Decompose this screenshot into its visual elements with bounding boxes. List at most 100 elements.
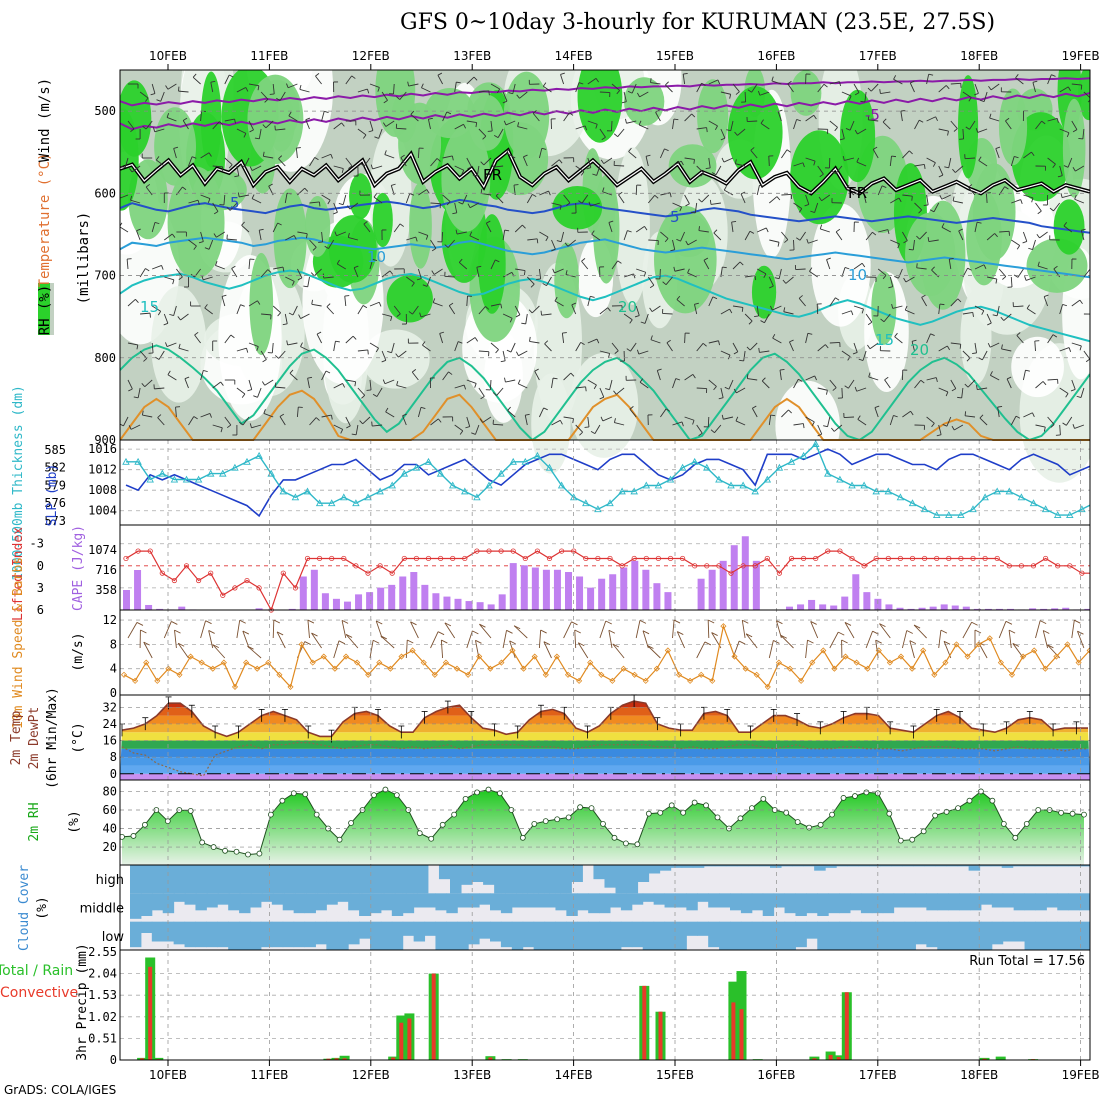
thickness-marker — [787, 457, 796, 465]
cloud-middle-cell — [937, 893, 949, 911]
wind-barb — [708, 120, 718, 127]
wind-barb-feather — [410, 110, 415, 115]
wind-barb — [560, 231, 565, 242]
cloud-middle-cell — [664, 893, 676, 908]
pressure-tick-label: 500 — [94, 104, 116, 118]
wind-barb-feather — [788, 409, 792, 414]
wind-barb-feather — [834, 127, 838, 132]
wind-barb — [587, 78, 597, 85]
cloud-high-cell — [858, 865, 870, 867]
wind-barb-feather — [595, 78, 599, 83]
lifted-index-marker — [619, 563, 625, 569]
wind-barb — [192, 76, 201, 85]
wind-barb-feather — [676, 238, 681, 242]
wind-speed-marker — [1086, 647, 1090, 654]
wind-barb-feather — [874, 405, 880, 408]
wind-barb-feather — [1050, 424, 1055, 428]
wind-barb-feather — [644, 226, 648, 231]
wind-barb-feather — [529, 336, 531, 342]
cloud-middle-cell — [860, 893, 873, 914]
wind-barb — [672, 421, 683, 426]
wind-barb-feather — [1044, 294, 1049, 298]
wind-barb — [602, 191, 613, 196]
wind-speed-marker — [920, 647, 927, 654]
wind-barb-feather — [194, 331, 199, 336]
wind-barb-feather — [746, 346, 751, 351]
wind-barb-feather — [249, 166, 253, 171]
wind-barb — [216, 231, 226, 238]
wind-barb — [798, 298, 806, 307]
thickness-marker — [799, 451, 808, 459]
wind-barb — [672, 119, 675, 130]
surface-wind-barb — [513, 625, 528, 639]
cape-bar — [355, 594, 363, 610]
wind-barb — [221, 296, 226, 307]
wind-barb — [151, 83, 156, 94]
wind-barb-feather — [245, 87, 249, 92]
rh-area — [122, 789, 1084, 865]
surface-wind-barb — [127, 622, 138, 639]
wind-barb-feather — [580, 341, 585, 345]
thickness-marker — [1053, 511, 1062, 519]
wind-barb — [376, 387, 383, 397]
wind-barb-feather — [378, 302, 382, 307]
wind-barb-feather — [459, 430, 464, 435]
wind-barb — [517, 126, 528, 130]
cape-bar — [344, 601, 351, 610]
grads-credit: GrADS: COLA/IGES — [4, 1083, 117, 1097]
wind-barb-feather — [492, 392, 497, 396]
wind-barb — [321, 111, 325, 122]
rh-shade — [811, 203, 871, 327]
lifted-index-marker — [1055, 563, 1061, 569]
wind-barb-feather — [813, 160, 816, 166]
wind-barb-feather — [330, 154, 333, 159]
wind-barb-feather — [918, 209, 923, 214]
wind-barb-feather — [845, 184, 850, 189]
wind-barb — [808, 239, 818, 244]
surface-wind-barb — [174, 630, 177, 649]
wind-speed-marker — [753, 671, 760, 678]
wind-barb-feather — [835, 297, 840, 301]
wind-barb-feather — [712, 296, 718, 300]
cloud-low-cell — [402, 921, 415, 936]
wind-barb — [212, 121, 220, 130]
wind-barb — [378, 128, 383, 139]
temperature-line — [121, 700, 1088, 738]
wind-barb — [720, 387, 724, 398]
wind-barb — [1013, 305, 1024, 308]
wind-barb — [563, 372, 572, 381]
wind-barb-feather — [726, 129, 731, 132]
cape-bar — [509, 563, 517, 610]
wind-barb-feather — [802, 162, 805, 168]
cape-bar — [1029, 608, 1037, 610]
cape-bar — [863, 592, 871, 610]
wind-barb — [599, 350, 610, 354]
wind-barb-feather — [911, 196, 913, 201]
cloud-high-cell — [1012, 865, 1025, 867]
wind-barb — [863, 193, 867, 204]
wind-barb — [793, 379, 799, 389]
wind-barb — [628, 151, 637, 159]
wind-barb — [626, 120, 637, 124]
wind-barb — [787, 83, 794, 93]
wind-barb — [475, 424, 480, 435]
wind-barb — [489, 379, 492, 391]
wind-speed-marker — [975, 641, 982, 648]
wind-barb — [672, 239, 676, 250]
cloud-high-cell — [957, 865, 970, 867]
cape-bar — [1040, 608, 1048, 610]
wind-barb-feather — [951, 388, 957, 392]
rh-marker — [783, 809, 790, 816]
wind-barb — [251, 198, 262, 204]
thickness-marker — [509, 457, 517, 465]
top-tick-label: 16FEB — [757, 49, 795, 63]
wind-barb — [381, 350, 387, 361]
wind-barb-feather — [390, 316, 393, 322]
precip-total-bar — [995, 1056, 1006, 1060]
wind-barb — [127, 120, 135, 130]
wind-barb-feather — [729, 308, 733, 314]
cloud-middle-cell — [948, 893, 960, 911]
wind-speed-marker — [798, 677, 805, 684]
wind-barb — [1037, 265, 1048, 270]
lifted-index-marker — [1006, 563, 1012, 569]
